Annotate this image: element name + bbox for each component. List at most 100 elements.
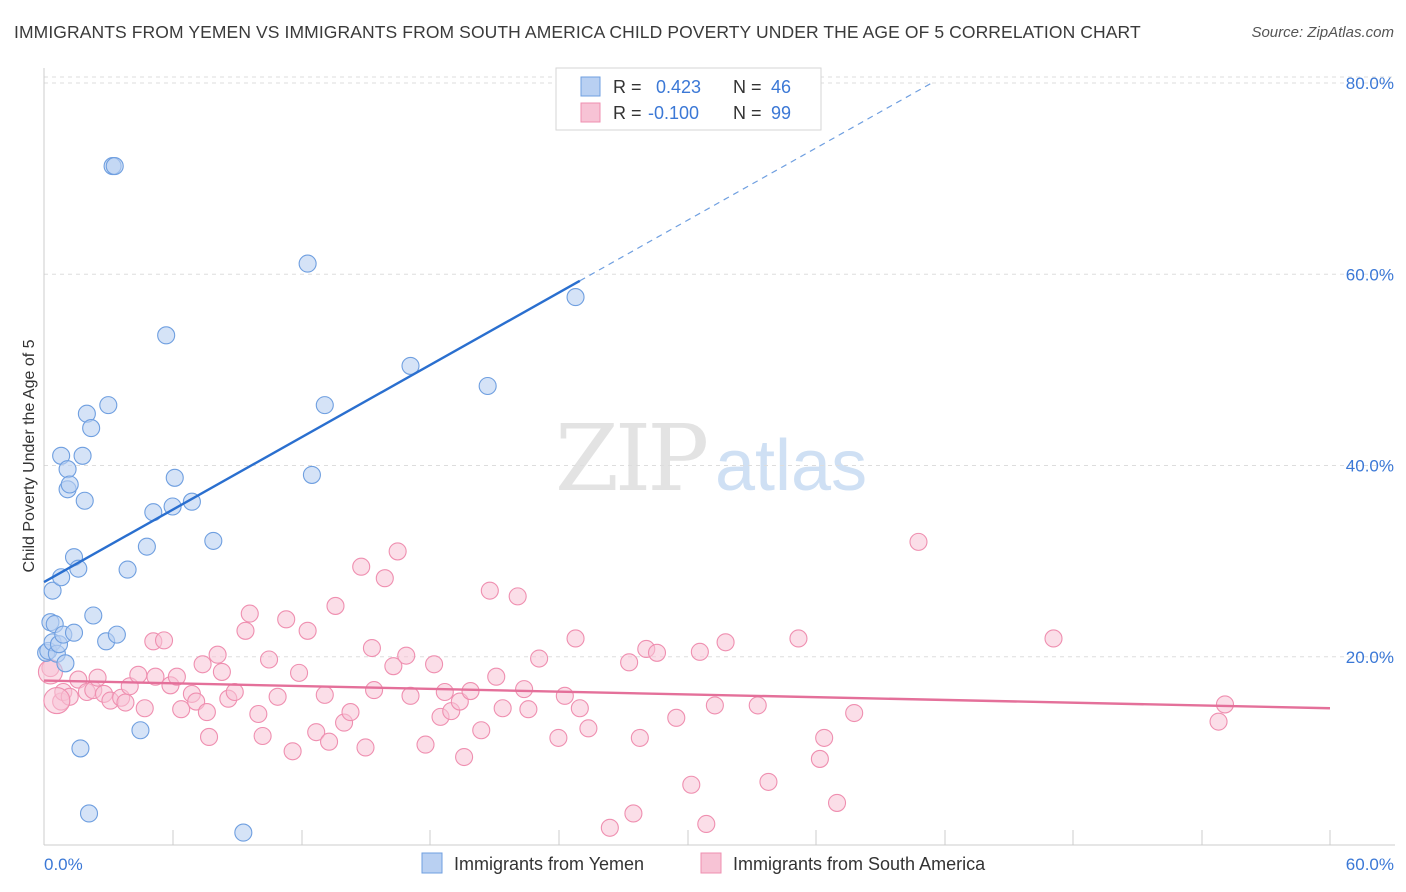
- data-point-yemen: [43, 581, 62, 600]
- data-point-yemen: [84, 606, 103, 625]
- data-point-yemen: [566, 288, 585, 307]
- x-tick-marks: [172, 830, 1331, 845]
- data-point-south-america: [225, 682, 244, 702]
- data-point-south-america: [365, 681, 384, 700]
- data-point-yemen: [478, 376, 497, 396]
- y-axis-label: Child Poverty Under the Age of 5: [21, 339, 38, 572]
- data-point-yemen: [60, 475, 79, 494]
- svg-text:ZIP: ZIP: [555, 405, 706, 512]
- y-tick-labels: 20.0% 40.0% 60.0% 80.0%: [1346, 74, 1394, 667]
- stats-r-label-south-america: R =: [613, 103, 642, 123]
- data-point-south-america: [435, 682, 454, 702]
- data-point-south-america: [555, 686, 574, 705]
- y-tick-label: 40.0%: [1346, 457, 1394, 476]
- data-point-south-america: [1209, 712, 1228, 731]
- data-point-south-america: [530, 649, 549, 668]
- data-point-yemen: [315, 396, 334, 415]
- data-point-south-america: [375, 569, 394, 588]
- data-point-south-america: [480, 581, 499, 600]
- data-point-south-america: [290, 663, 309, 682]
- data-point-yemen: [204, 531, 223, 550]
- data-point-south-america: [705, 696, 724, 715]
- data-point-south-america: [259, 650, 279, 669]
- stats-r-value-south-america: -0.100: [648, 103, 699, 123]
- stats-n-value-south-america: 99: [771, 103, 791, 123]
- data-point-south-america: [845, 703, 864, 723]
- data-point-south-america: [759, 772, 778, 791]
- axes: [43, 68, 1395, 846]
- chart-source: Source: ZipAtlas.com: [1251, 24, 1394, 41]
- data-point-south-america: [116, 693, 135, 712]
- data-point-south-america: [135, 699, 154, 718]
- data-point-yemen: [71, 739, 90, 758]
- series-yemen-points: [37, 157, 585, 842]
- data-point-south-america: [697, 814, 716, 834]
- chart-title: IMMIGRANTS FROM YEMEN VS IMMIGRANTS FROM…: [14, 22, 1141, 42]
- data-point-south-america: [208, 645, 227, 664]
- stats-r-label-yemen: R =: [613, 77, 642, 97]
- data-point-south-america: [579, 719, 598, 738]
- stats-swatch-south-america: [580, 102, 601, 123]
- data-point-yemen: [298, 254, 317, 273]
- data-point-south-america: [748, 696, 767, 715]
- data-point-south-america: [425, 655, 444, 674]
- data-point-yemen: [82, 419, 101, 438]
- data-point-south-america: [789, 629, 808, 648]
- data-point-south-america: [236, 621, 255, 640]
- data-point-south-america: [167, 667, 186, 686]
- data-point-south-america: [88, 668, 107, 687]
- data-point-yemen: [58, 460, 77, 479]
- data-point-yemen: [56, 654, 75, 673]
- data-point-south-america: [472, 721, 491, 740]
- data-point-yemen: [234, 823, 253, 842]
- data-point-south-america: [827, 793, 847, 812]
- stats-r-value-yemen: 0.423: [656, 77, 701, 97]
- data-point-yemen: [131, 721, 150, 740]
- stats-swatch-yemen: [580, 76, 601, 97]
- data-point-south-america: [283, 742, 302, 761]
- data-point-yemen: [163, 497, 182, 516]
- data-point-south-america: [356, 738, 375, 757]
- data-point-south-america: [493, 699, 512, 718]
- data-point-yemen: [137, 537, 156, 556]
- data-point-south-america: [1215, 695, 1235, 714]
- data-point-south-america: [909, 532, 928, 551]
- data-point-yemen: [64, 623, 84, 642]
- data-point-south-america: [455, 747, 474, 767]
- data-point-yemen: [79, 804, 99, 823]
- gridlines: [44, 76, 1395, 658]
- legend-label-south-america: Immigrants from South America: [733, 854, 986, 874]
- data-point-south-america: [341, 703, 360, 722]
- data-point-south-america: [810, 749, 829, 768]
- data-point-south-america: [519, 700, 538, 719]
- data-point-south-america: [624, 804, 643, 823]
- data-point-south-america: [397, 646, 416, 665]
- data-point-south-america: [388, 542, 407, 561]
- data-point-south-america: [815, 728, 834, 747]
- data-point-south-america: [630, 728, 649, 747]
- trend-line-south-america: [43, 679, 1331, 710]
- data-point-yemen: [99, 396, 118, 415]
- data-point-south-america: [320, 732, 339, 751]
- data-point-south-america: [193, 655, 212, 674]
- data-point-yemen: [118, 560, 137, 579]
- data-point-south-america: [549, 728, 568, 747]
- data-point-south-america: [384, 657, 403, 676]
- data-point-south-america: [172, 700, 191, 719]
- data-point-yemen: [73, 446, 92, 465]
- data-point-south-america: [69, 670, 88, 689]
- legend-label-yemen: Immigrants from Yemen: [454, 854, 644, 874]
- data-point-yemen: [75, 491, 94, 510]
- data-point-south-america: [154, 631, 174, 650]
- data-point-south-america: [249, 704, 268, 724]
- data-point-yemen: [157, 326, 176, 345]
- stats-n-value-yemen: 46: [771, 77, 791, 97]
- data-point-south-america: [620, 653, 639, 672]
- data-point-south-america: [129, 665, 148, 684]
- data-point-south-america: [199, 727, 219, 746]
- y-tick-label: 20.0%: [1346, 648, 1394, 667]
- data-point-south-america: [352, 557, 371, 576]
- data-point-south-america: [307, 723, 326, 742]
- data-point-south-america: [197, 703, 216, 722]
